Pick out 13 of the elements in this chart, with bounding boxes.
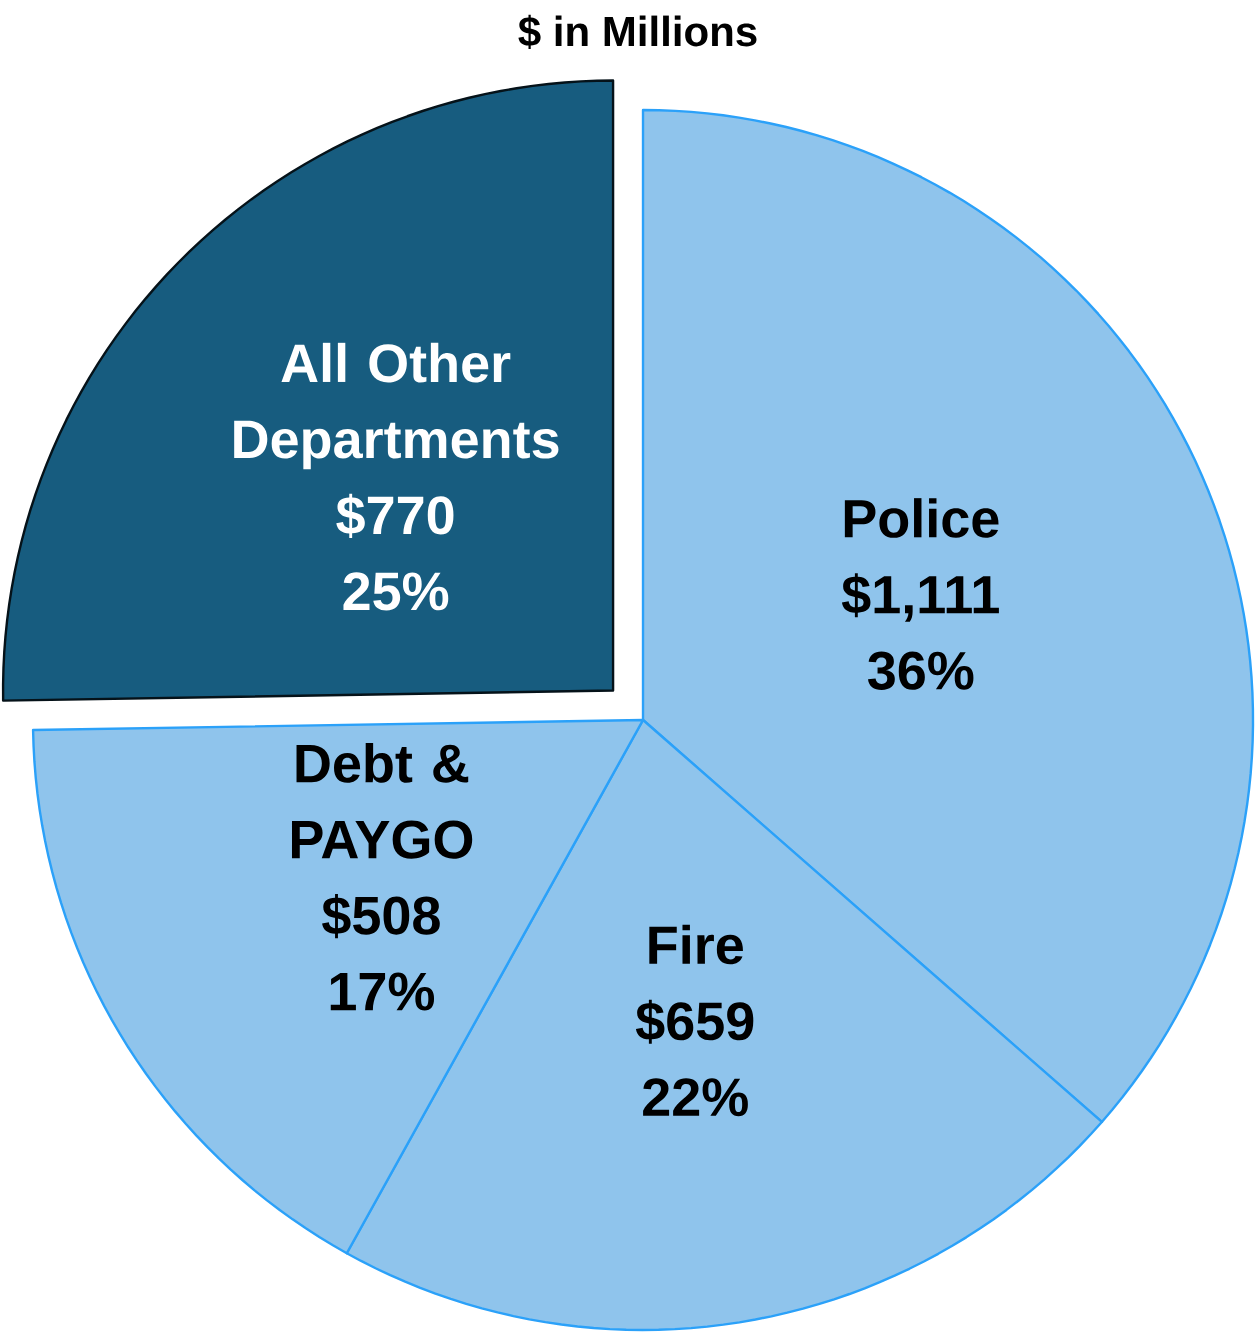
data-label: $770 [336,493,454,538]
data-label: $508 [322,894,440,939]
data-label: $1,111 [841,573,999,622]
slice-label: All Other Departments [234,342,559,470]
slice-label: Debt & PAYGO [291,743,473,859]
text: 17% [330,972,435,1011]
text: 22% [643,1078,748,1117]
chart-title: $ in Millions [518,14,757,50]
slice-label: Police [844,498,999,538]
text: 25% [343,572,449,611]
data-label: $659 [635,999,754,1044]
slice-label: Fire [649,924,743,965]
text: 36% [868,651,974,690]
